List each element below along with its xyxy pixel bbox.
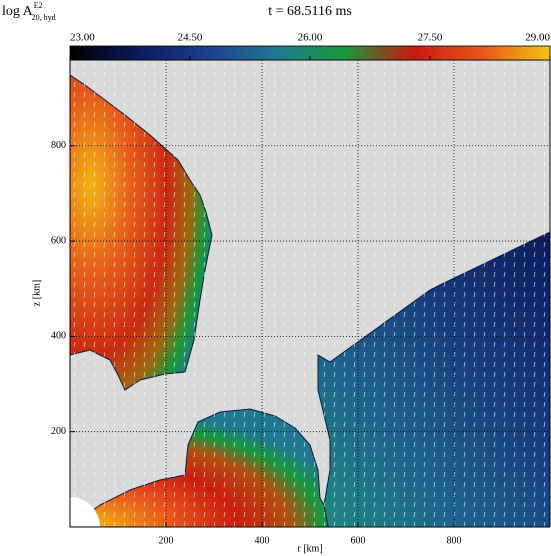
x-tick-label: 600 bbox=[351, 535, 366, 546]
x-axis-label: r [km] bbox=[297, 543, 322, 554]
y-tick-label: 200 bbox=[51, 426, 66, 437]
colorbar-tick-label: 26.00 bbox=[298, 32, 323, 44]
chart-title: t = 68.5116 ms bbox=[268, 4, 352, 19]
colorbar-tick-label: 24.50 bbox=[178, 32, 203, 44]
y-axis-label: z [km] bbox=[31, 280, 42, 306]
y-tick-label: 800 bbox=[51, 140, 66, 151]
quantity-label: log AE2 20, hyd bbox=[2, 1, 56, 22]
colorbar-tick-label: 27.50 bbox=[418, 32, 443, 44]
velocity-field bbox=[70, 60, 550, 527]
y-tick-label: 600 bbox=[51, 235, 66, 246]
plot-area bbox=[70, 60, 550, 527]
quantity-sub: 20, hyd bbox=[32, 13, 56, 22]
colorbar-tick-label: 29.00 bbox=[525, 32, 550, 44]
quantity-base: log A bbox=[2, 4, 34, 19]
x-tick-label: 800 bbox=[447, 535, 462, 546]
x-tick-label: 200 bbox=[159, 535, 174, 546]
quantity-sup: E2 bbox=[34, 1, 43, 10]
y-tick-label: 400 bbox=[51, 331, 66, 342]
colorbar-tick-label: 23.00 bbox=[70, 32, 95, 44]
x-tick-label: 400 bbox=[255, 535, 270, 546]
